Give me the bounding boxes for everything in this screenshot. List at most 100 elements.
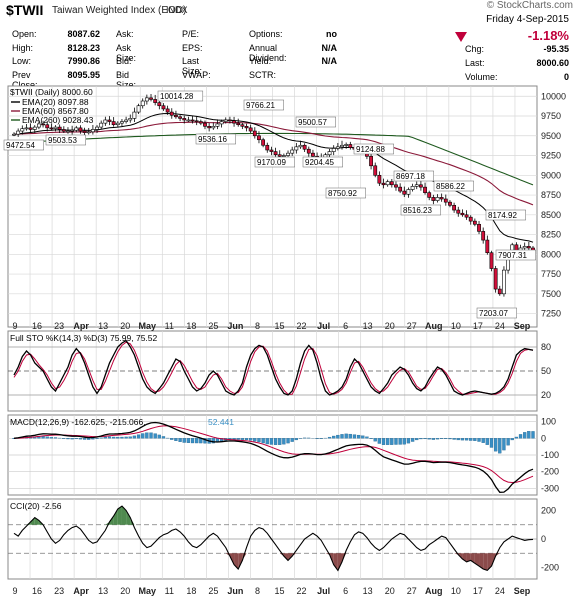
x-tick-label: 24: [495, 321, 505, 331]
candle-body: [70, 129, 75, 132]
x-tick-label: 13: [363, 321, 373, 331]
x-tick-label: 18: [186, 586, 196, 596]
macd-histogram-bar: [153, 433, 157, 439]
macd-histogram-bar: [290, 438, 294, 442]
cci-fill-negative: [466, 553, 471, 562]
price-annotation: 7203.07: [479, 309, 508, 318]
annotation-box: [195, 133, 236, 145]
macd-histogram-bar: [398, 438, 402, 445]
macd-histogram-bar: [489, 438, 494, 448]
macd-histogram-bar: [523, 432, 527, 439]
macd-histogram-bar: [394, 438, 398, 445]
candle-body: [464, 214, 469, 218]
macd-histogram-bar: [510, 438, 514, 441]
candle-body: [265, 144, 270, 151]
quote-label: Last Size:: [182, 56, 203, 76]
candle-body: [223, 119, 228, 122]
x-tick-label: 15: [274, 321, 284, 331]
y-tick-label: 200: [541, 505, 556, 515]
cci-fill-negative: [242, 553, 247, 561]
candle-body: [169, 111, 174, 116]
candle-body: [128, 118, 133, 121]
quote-value: N/A: [321, 56, 338, 66]
macd-histogram-bar: [469, 438, 473, 441]
candle-body: [377, 174, 382, 184]
macd-histogram-bar: [70, 438, 74, 440]
quote-value: 8087.62: [67, 29, 100, 39]
candle-body: [82, 130, 87, 133]
candle-body: [389, 181, 394, 186]
macd-histogram-bar: [232, 438, 236, 440]
candle-body: [281, 155, 286, 157]
macd-histogram-bar: [170, 438, 174, 440]
x-tick-label: 25: [208, 586, 218, 596]
cci-fill-positive: [117, 506, 122, 525]
candle-body: [194, 120, 199, 123]
macd-histogram-bar: [87, 438, 91, 440]
candle-body: [248, 127, 253, 132]
quote-label: EPS:: [182, 42, 203, 53]
candle-body: [522, 246, 527, 249]
candle-body: [502, 269, 506, 295]
annotation-box: [485, 209, 526, 221]
annotation-box: [302, 156, 343, 168]
macd-histogram-bar: [473, 438, 477, 441]
candle-body: [28, 127, 33, 130]
candle-body: [410, 186, 415, 190]
y-tick-label: 7750: [541, 269, 561, 279]
candle-body: [485, 239, 490, 254]
candle-body: [198, 121, 203, 124]
macd-histogram-bar: [111, 436, 116, 439]
y-tick-label: 0: [541, 534, 546, 544]
macd-histogram-bar: [456, 438, 460, 441]
candle-body: [269, 149, 274, 152]
x-tick-label: Sep: [514, 586, 531, 596]
price-annotation: 9500.57: [298, 118, 327, 127]
candle-body: [140, 100, 145, 107]
macd-histogram-bar: [174, 438, 178, 441]
quote-label: Last:: [465, 58, 485, 68]
candle-body: [489, 252, 494, 269]
y-tick-label: 0: [541, 433, 546, 443]
y-tick-label: 7250: [541, 309, 561, 319]
candle-body: [24, 127, 29, 130]
macd-histogram-bar: [273, 438, 278, 445]
candle-body: [277, 154, 282, 157]
macd-histogram-bar: [74, 438, 78, 440]
quote-label: Low:: [12, 56, 32, 66]
ticker-symbol: $TWII: [6, 2, 44, 18]
macd-histogram-bar: [423, 438, 427, 440]
macd-histogram-bar: [66, 438, 70, 440]
macd-histogram-bar: [265, 438, 269, 445]
candle-body: [144, 97, 149, 102]
macd-histogram-bar: [485, 438, 489, 445]
candle-body: [294, 146, 299, 151]
candle-body: [481, 231, 486, 241]
cci-fill-negative: [479, 553, 484, 569]
price-annotation: 9204.45: [305, 158, 334, 167]
candle-body: [418, 184, 423, 188]
macd-histogram-bar: [78, 438, 83, 440]
candle-body: [57, 126, 62, 130]
candle-body: [78, 127, 83, 132]
x-tick-label: Sep: [514, 321, 531, 331]
quote-label: P/E:: [182, 29, 200, 39]
cci-fill-negative: [238, 553, 243, 569]
annotation-box: [353, 143, 394, 155]
exchange-label: INDX: [166, 5, 188, 15]
candle-body: [95, 126, 99, 130]
x-tick-label: 8: [255, 586, 260, 596]
quote-panel: Open: 8087.62 High: 8128.23 Low: 7990.86 Prev …: [12, 29, 392, 90]
index-name: Taiwan Weighted Index (EOD): [52, 5, 187, 16]
x-tick-label: 20: [120, 586, 130, 596]
candle-body: [298, 144, 303, 148]
candle-body: [99, 122, 104, 128]
x-tick-label: 11: [165, 321, 174, 331]
candle-body: [286, 152, 290, 156]
macd-histogram-bar: [294, 438, 298, 441]
cci-fill-positive: [113, 509, 118, 525]
down-arrow-icon: [455, 32, 467, 42]
macd-histogram-bar: [257, 438, 261, 443]
candle-body: [472, 220, 477, 225]
